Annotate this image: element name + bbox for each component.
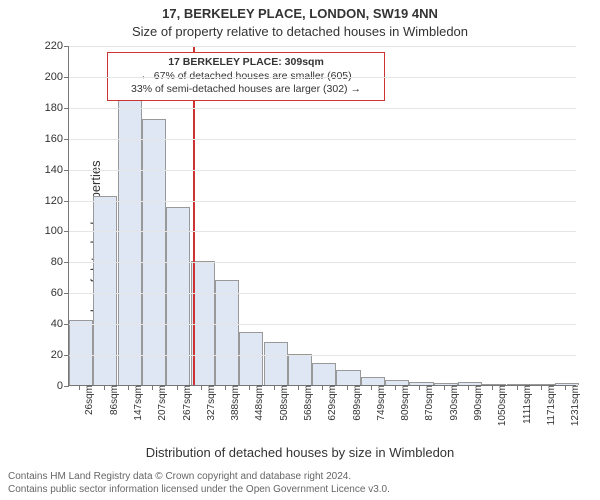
histogram-plot: 17 BERKELEY PLACE: 309sqm ← 67% of detac… <box>68 46 576 386</box>
y-tick-label: 20 <box>51 349 69 361</box>
x-tick-label: 689sqm <box>347 385 363 421</box>
x-tick-label: 508sqm <box>274 385 290 421</box>
x-axis-label: Distribution of detached houses by size … <box>0 445 600 460</box>
histogram-bar <box>336 370 360 385</box>
gridline <box>69 324 576 325</box>
gridline <box>69 139 576 140</box>
x-tick-label: 930sqm <box>444 385 460 421</box>
annotation-line3: 33% of semi-detached houses are larger (… <box>114 83 378 97</box>
x-tick-label: 1171sqm <box>541 385 557 425</box>
histogram-bar <box>239 332 263 385</box>
y-tick-label: 120 <box>45 195 69 207</box>
x-tick-label: 1111sqm <box>517 385 533 424</box>
page-title: 17, BERKELEY PLACE, LONDON, SW19 4NN <box>0 6 600 21</box>
y-tick-label: 80 <box>51 256 69 268</box>
x-tick-label: 990sqm <box>468 385 484 421</box>
footer-line2: Contains public sector information licen… <box>8 484 592 497</box>
y-tick-label: 180 <box>45 102 69 114</box>
x-tick-label: 749sqm <box>371 385 387 421</box>
gridline <box>69 231 576 232</box>
x-tick-label: 629sqm <box>322 385 338 421</box>
y-tick-label: 100 <box>45 225 69 237</box>
y-tick-label: 140 <box>45 164 69 176</box>
x-tick-label: 568sqm <box>298 385 314 421</box>
y-tick-label: 200 <box>45 71 69 83</box>
x-tick-label: 327sqm <box>201 385 217 421</box>
y-tick-label: 220 <box>45 40 69 52</box>
y-tick-label: 160 <box>45 133 69 145</box>
x-tick-label: 388sqm <box>225 385 241 421</box>
histogram-bar <box>288 354 312 385</box>
x-tick-label: 267sqm <box>177 385 193 421</box>
y-tick-label: 0 <box>57 380 69 392</box>
gridline <box>69 293 576 294</box>
histogram-bar <box>312 363 336 385</box>
x-tick-label: 1231sqm <box>565 385 581 426</box>
gridline <box>69 170 576 171</box>
gridline <box>69 262 576 263</box>
footer-line1: Contains HM Land Registry data © Crown c… <box>8 471 592 484</box>
x-tick-label: 870sqm <box>419 385 435 421</box>
y-tick-label: 60 <box>51 287 69 299</box>
histogram-bar <box>142 119 166 385</box>
histogram-bar <box>93 196 117 385</box>
footer: Contains HM Land Registry data © Crown c… <box>8 471 592 496</box>
x-tick-label: 448sqm <box>249 385 265 421</box>
histogram-bar <box>166 207 190 385</box>
x-tick-label: 147sqm <box>128 385 144 421</box>
x-tick-label: 26sqm <box>79 385 95 415</box>
x-tick-label: 1050sqm <box>492 385 508 426</box>
annotation-line1: 17 BERKELEY PLACE: 309sqm <box>114 56 378 70</box>
gridline <box>69 108 576 109</box>
y-tick-label: 40 <box>51 318 69 330</box>
gridline <box>69 201 576 202</box>
gridline <box>69 77 576 78</box>
gridline <box>69 46 576 47</box>
histogram-bar <box>69 320 93 385</box>
histogram-bar <box>361 377 385 385</box>
page-subtitle: Size of property relative to detached ho… <box>0 24 600 39</box>
histogram-bar <box>215 280 239 385</box>
gridline <box>69 355 576 356</box>
x-tick-label: 809sqm <box>395 385 411 421</box>
x-tick-label: 86sqm <box>104 385 120 415</box>
histogram-bar <box>264 342 288 385</box>
x-tick-label: 207sqm <box>152 385 168 421</box>
